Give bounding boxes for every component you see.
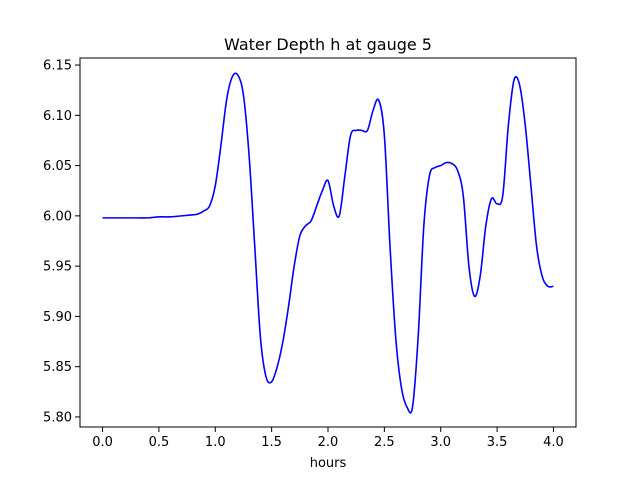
y-tick-label: 5.95 (43, 260, 72, 275)
y-tick-label: 6.00 (43, 209, 72, 224)
series-layer (102, 72, 554, 414)
y-tick-label: 5.85 (43, 360, 72, 375)
y-tick-label: 5.90 (43, 310, 72, 325)
series-line (102, 72, 554, 414)
x-tick-label: 2.0 (318, 435, 339, 450)
chart-title: Water Depth h at gauge 5 (224, 35, 432, 54)
plot-background (80, 58, 576, 427)
x-tick-label: 1.0 (205, 435, 226, 450)
x-tick-label: 1.5 (261, 435, 282, 450)
x-tick-label: 0.0 (92, 435, 113, 450)
y-axis-ticks: 5.80 5.85 5.90 5.95 6.00 6.05 6.10 6.15 (43, 59, 80, 425)
x-tick-label: 2.5 (374, 435, 395, 450)
y-tick-label: 6.10 (43, 109, 72, 124)
x-tick-label: 3.0 (430, 435, 451, 450)
plot-frame (79, 57, 577, 428)
y-tick-label: 6.05 (43, 159, 72, 174)
x-tick-label: 4.0 (543, 435, 564, 450)
x-axis-label: hours (310, 456, 347, 471)
x-axis-ticks: 0.0 0.5 1.0 1.5 2.0 2.5 3.0 3.5 4.0 (92, 427, 564, 450)
y-tick-label: 6.15 (43, 59, 72, 74)
y-tick-label: 5.80 (43, 410, 72, 425)
x-tick-label: 0.5 (149, 435, 170, 450)
x-tick-label: 3.5 (487, 435, 508, 450)
plot-area: 0.0 0.5 1.0 1.5 2.0 2.5 3.0 3.5 4.0 5.80 5.85 5.90… (43, 57, 577, 450)
